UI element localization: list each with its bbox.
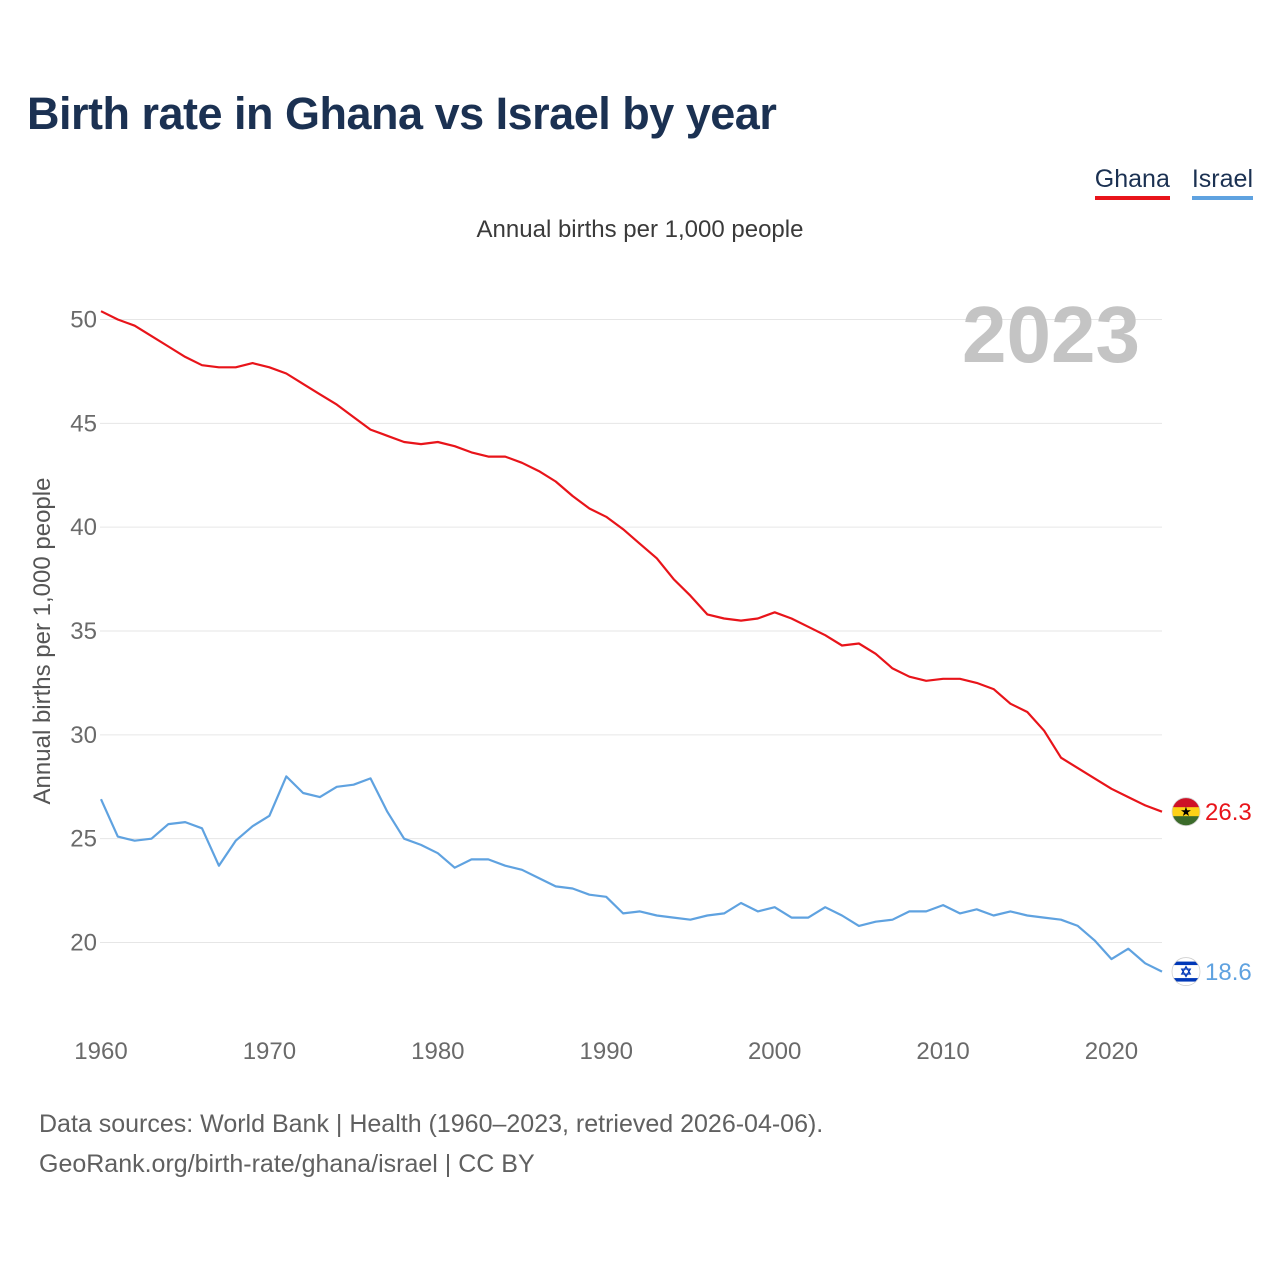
end-label-israel: 18.6 [1205,959,1252,986]
y-tick-label: 20 [70,930,97,957]
gridlines [100,319,1162,943]
x-tick-label: 1980 [411,1038,464,1065]
y-tick-label: 25 [70,826,97,853]
series-line-israel [99,775,1163,973]
x-tick-label: 1990 [580,1038,633,1065]
y-tick-label: 45 [70,410,97,437]
x-tick-label: 2020 [1085,1038,1138,1065]
line-chart: 20 25 30 35 40 45 50 1960 1970 1980 1990 2000 2010 2… [29,290,1252,1065]
x-tick-label: 1970 [243,1038,296,1065]
y-tick-label: 35 [70,618,97,645]
series-line-ghana [100,310,1163,813]
y-axis-label: Annual births per 1,000 people [29,478,56,805]
year-watermark: 2023 [962,290,1140,379]
end-flags: ★ 26.3 18.6 [1171,797,1252,986]
x-tick-label: 1960 [74,1038,127,1065]
series-lines [99,310,1163,973]
footer: Data sources: World Bank | Health (1960–… [39,1104,823,1184]
svg-text:★: ★ [1180,804,1192,819]
y-tick-label: 50 [70,307,97,334]
flag-ghana-icon: ★ [1171,797,1201,827]
y-tick-label: 40 [70,514,97,541]
end-label-ghana: 26.3 [1205,799,1252,826]
legend: Ghana Israel [1094,165,1253,200]
y-tick-label: 30 [70,722,97,749]
flag-israel-icon [1171,957,1201,986]
chart-subtitle: Annual births per 1,000 people [476,216,804,243]
x-axis-ticks: 1960 1970 1980 1990 2000 2010 2020 [74,1038,1138,1065]
chart-title: Birth rate in Ghana vs Israel by year [27,88,777,139]
legend-item-israel[interactable]: Israel [1191,165,1253,200]
legend-item-ghana[interactable]: Ghana [1094,165,1170,200]
footer-source: Data sources: World Bank | Health (1960–… [39,1110,824,1138]
x-tick-label: 2000 [748,1038,801,1065]
footer-link[interactable]: GeoRank.org/birth-rate/ghana/israel | CC… [39,1150,535,1178]
y-axis-ticks: 20 25 30 35 40 45 50 [70,307,97,957]
x-tick-label: 2010 [916,1038,969,1065]
